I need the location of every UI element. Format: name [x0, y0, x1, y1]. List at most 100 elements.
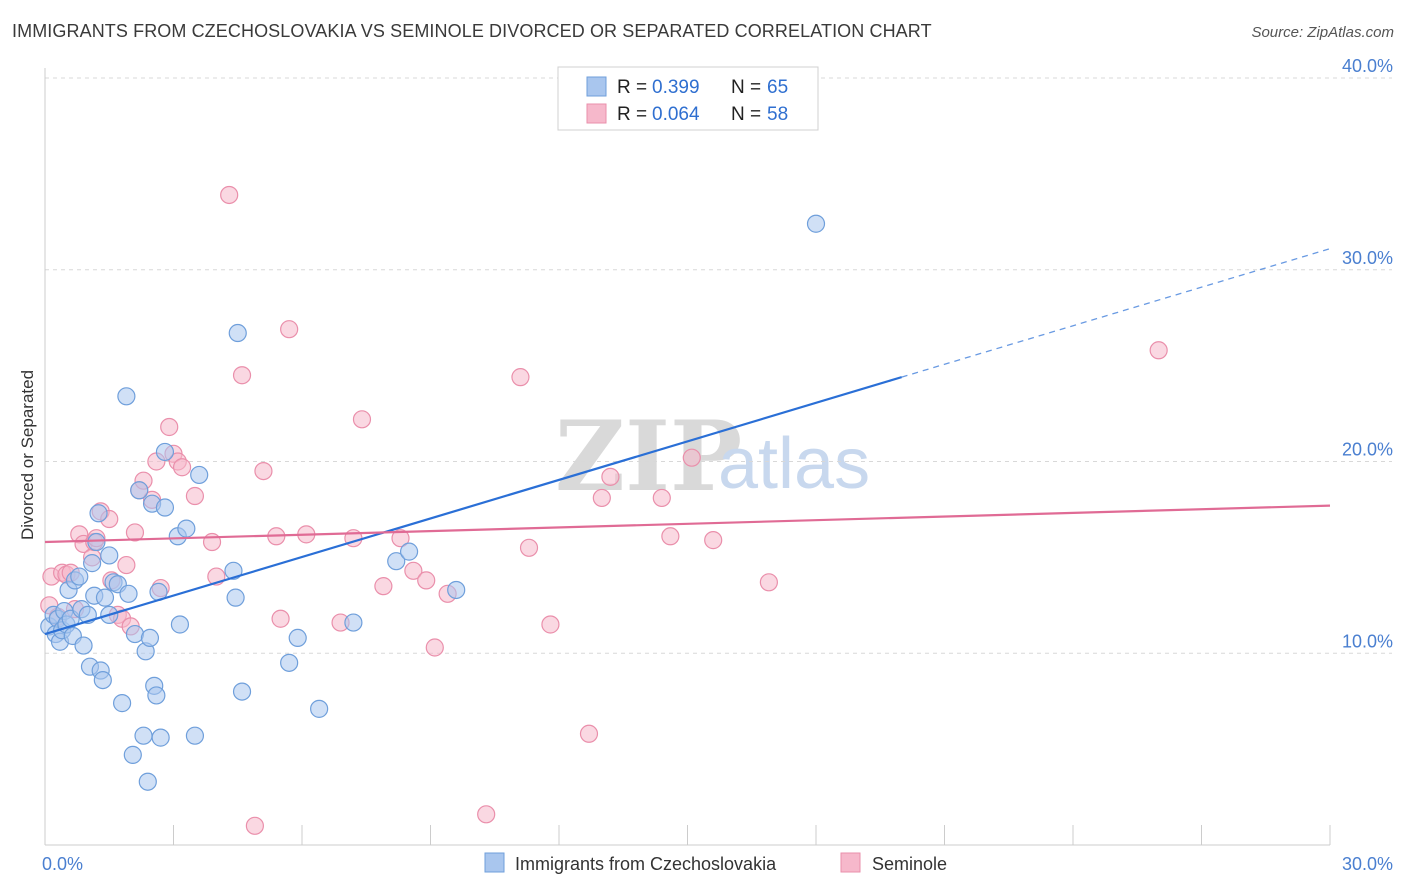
czechoslovakia-point — [147, 686, 166, 705]
czechoslovakia-point — [224, 561, 243, 580]
czechoslovakia-point — [288, 628, 307, 648]
watermark-atlas: atlas — [718, 424, 870, 504]
czechoslovakia-point — [93, 670, 112, 690]
czechoslovakia-point — [138, 772, 157, 791]
czechoslovakia-trend-extension — [901, 248, 1331, 378]
seminole-point — [254, 461, 273, 481]
legend-swatch-pink — [586, 103, 607, 124]
seminole-point — [185, 486, 205, 506]
czechoslovakia-point — [119, 584, 138, 603]
czechoslovakia-point — [155, 498, 175, 517]
seminole-point — [601, 467, 620, 486]
seminole-point — [220, 185, 239, 205]
seminole-point — [245, 816, 264, 835]
legend-swatch-blue — [586, 76, 607, 97]
czechoslovakia-point — [151, 728, 170, 747]
czechoslovakia-points — [40, 214, 826, 791]
series-legend: Immigrants from Czechoslovakia Seminole — [484, 852, 947, 874]
x-tick-label: 0.0% — [42, 854, 83, 874]
czechoslovakia-point — [387, 552, 406, 571]
correlation-legend: R = 0.399 N = 65 R = 0.064 N = 58 — [557, 66, 819, 131]
y-tick-label: 30.0% — [1342, 248, 1393, 268]
czechoslovakia-point — [112, 694, 132, 713]
y-axis-title: Divorced or Separated — [18, 370, 37, 540]
czechoslovakia-point — [130, 481, 149, 500]
czechoslovakia-point — [125, 624, 145, 644]
legend-n-value-2: 58 — [767, 104, 788, 125]
seminole-point — [271, 609, 290, 628]
czechoslovakia-point — [447, 580, 466, 600]
czechoslovakia-point — [170, 615, 190, 634]
y-tick-label: 20.0% — [1342, 440, 1393, 460]
bottom-legend-swatch-pink — [840, 852, 861, 873]
seminole-point — [417, 571, 436, 590]
seminole-point — [652, 488, 671, 508]
grid — [45, 77, 1392, 654]
seminole-point — [391, 529, 410, 548]
czechoslovakia-point — [70, 567, 89, 586]
czechoslovakia-point — [280, 653, 299, 672]
seminole-point — [352, 410, 372, 429]
seminole-point — [404, 561, 423, 580]
seminole-point — [682, 448, 701, 467]
legend-r-value-2: 0.064 — [652, 104, 700, 125]
czechoslovakia-point — [228, 323, 247, 343]
seminole-point — [759, 573, 778, 592]
seminole-point — [541, 615, 560, 634]
czechoslovakia-point — [117, 387, 136, 406]
y-tick-label: 40.0% — [1342, 56, 1393, 76]
legend-r-value-1: 0.399 — [652, 77, 700, 98]
bottom-legend-label-2: Seminole — [872, 854, 947, 874]
seminole-point — [117, 555, 136, 575]
seminole-point — [280, 320, 299, 339]
x-tick-label: 30.0% — [1342, 854, 1393, 874]
seminole-point — [1149, 341, 1168, 360]
trend-lines — [44, 248, 1331, 636]
seminole-point — [704, 531, 723, 550]
czechoslovakia-point — [806, 214, 826, 233]
czechoslovakia-point — [89, 504, 108, 523]
czechoslovakia-point — [134, 726, 153, 745]
legend-r-label-2: R = — [617, 104, 647, 125]
y-tick-label: 10.0% — [1342, 631, 1393, 651]
czechoslovakia-point — [100, 546, 119, 565]
seminole-point — [579, 724, 599, 743]
seminole-point — [661, 527, 680, 546]
czechoslovakia-point — [399, 542, 419, 561]
chart-title: IMMIGRANTS FROM CZECHOSLOVAKIA VS SEMINO… — [12, 21, 932, 41]
seminole-point — [160, 417, 179, 437]
source-label: Source: ZipAtlas.com — [1251, 24, 1394, 41]
czechoslovakia-point — [74, 636, 93, 655]
seminole-point — [374, 577, 393, 596]
czechoslovakia-point — [310, 699, 329, 718]
legend-n-value-1: 65 — [767, 77, 788, 98]
seminole-point — [511, 368, 530, 387]
czechoslovakia-point — [185, 726, 205, 745]
czechoslovakia-point — [140, 628, 160, 648]
seminole-point — [477, 805, 496, 824]
czechoslovakia-point — [123, 745, 142, 764]
legend-n-label-1: N = — [731, 77, 761, 98]
bottom-legend-swatch-blue — [484, 852, 505, 873]
czechoslovakia-point — [87, 532, 106, 552]
czechoslovakia-point — [177, 519, 196, 538]
czechoslovakia-point — [226, 588, 245, 607]
czechoslovakia-point — [232, 682, 252, 701]
watermark-zip: ZIP — [555, 400, 742, 513]
czechoslovakia-point — [83, 554, 102, 573]
seminole-point — [592, 488, 611, 508]
legend-n-label-2: N = — [731, 104, 761, 125]
czechoslovakia-trend-line — [44, 376, 902, 636]
czechoslovakia-point — [155, 442, 175, 462]
seminole-point — [232, 366, 252, 385]
czechoslovakia-point — [190, 465, 209, 485]
czechoslovakia-point — [95, 588, 115, 607]
bottom-legend-label-1: Immigrants from Czechoslovakia — [515, 854, 777, 874]
seminole-trend-line — [44, 504, 1331, 544]
seminole-point — [125, 523, 145, 542]
axes: 10.0% 20.0% 30.0% 40.0% 0.0% 30.0% — [42, 56, 1393, 874]
seminole-point — [519, 538, 539, 557]
seminole-point — [172, 458, 192, 477]
czechoslovakia-point — [344, 613, 363, 632]
